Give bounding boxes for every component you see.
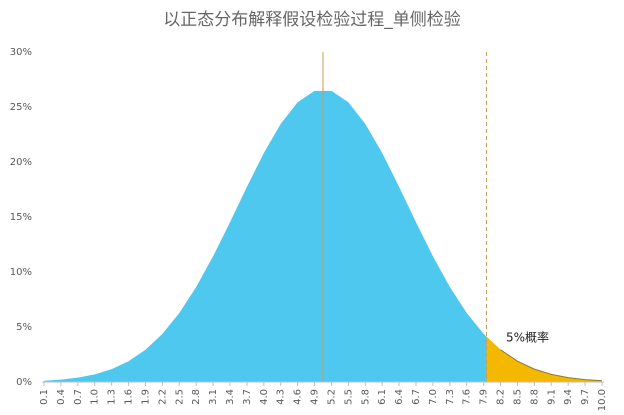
x-tick-label: 5.5 [343,389,354,405]
chart-title: 以正态分布解释假设检验过程_单侧检验 [163,10,461,30]
x-tick-label: 5.8 [360,389,371,405]
x-tick-label: 9.7 [580,389,591,405]
x-tick-label: 6.7 [411,389,422,405]
y-tick-label: 0% [16,377,32,388]
x-tick-label: 0.4 [56,389,67,405]
x-tick-label: 10.0 [597,389,608,411]
x-tick-label: 0.7 [73,389,84,405]
x-tick-label: 4.3 [276,389,287,405]
x-tick-label: 3.7 [242,389,253,405]
tail-outline [500,349,603,382]
y-tick-label: 30% [10,47,32,58]
x-tick-label: 3.4 [225,389,236,405]
x-tick-label: 8.2 [496,389,507,405]
annotation: 5%概率 [506,330,549,345]
x-tick-label: 2.2 [157,389,168,405]
x-tick-label: 2.5 [174,389,185,405]
x-tick-label: 6.1 [377,389,388,405]
x-tick-label: 9.4 [563,389,574,405]
x-tick-label: 4.9 [310,389,321,405]
y-tick-label: 5% [16,322,32,333]
x-tick-label: 3.1 [208,389,219,405]
tail-area [486,336,602,382]
x-tick-label: 7.9 [479,389,490,405]
x-tick-label: 1.0 [90,389,101,405]
x-tick-label: 7.0 [428,389,439,405]
y-tick-label: 15% [10,212,32,223]
x-tick-label: 7.6 [462,389,473,405]
x-tick-label: 9.1 [546,389,557,405]
x-tick-label: 1.6 [124,389,135,405]
y-tick-label: 10% [10,267,32,278]
y-tick-label: 20% [10,157,32,168]
x-tick-label: 1.9 [140,389,151,405]
x-tick-label: 8.5 [512,389,523,405]
x-tick-label: 8.8 [529,389,540,405]
x-tick-label: 0.1 [39,389,50,405]
x-tick-label: 7.3 [445,389,456,405]
x-tick-label: 1.3 [107,389,118,405]
y-tick-label: 25% [10,102,32,113]
x-tick-label: 5.2 [326,389,337,405]
x-tick-label: 6.4 [394,389,405,405]
x-tick-label: 4.6 [293,389,304,405]
x-tick-label: 4.0 [259,389,270,405]
x-tick-label: 2.8 [191,389,202,405]
